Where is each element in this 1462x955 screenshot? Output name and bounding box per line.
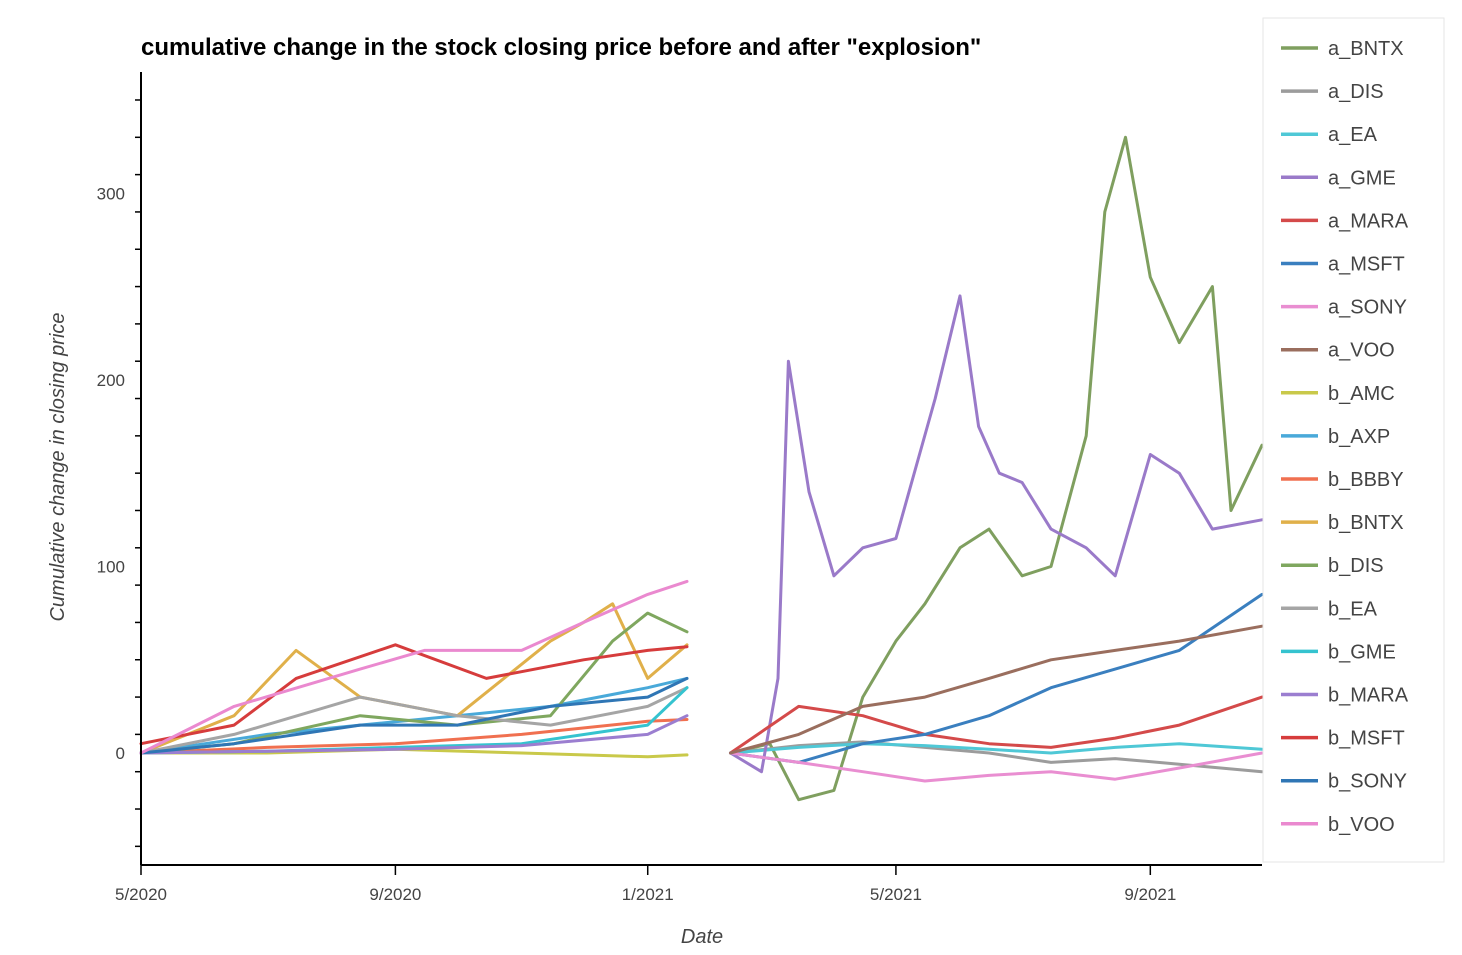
legend-item[interactable]: a_MARA: [1281, 210, 1409, 232]
legend-label: a_GME: [1328, 167, 1396, 189]
series-line-b-msft: [139, 643, 689, 746]
legend-label: b_VOO: [1328, 814, 1395, 836]
y-tick-label: 100: [97, 557, 125, 576]
y-tick-label: 0: [116, 744, 125, 763]
legend-label: b_BBBY: [1328, 469, 1404, 491]
legend-item[interactable]: b_AXP: [1281, 426, 1390, 448]
series-line-b-mara: [139, 714, 689, 755]
legend-item[interactable]: a_SONY: [1281, 297, 1407, 319]
legend-label: b_GME: [1328, 641, 1396, 663]
legend-item[interactable]: a_GME: [1281, 167, 1396, 189]
legend-item[interactable]: b_GME: [1281, 641, 1396, 663]
legend-label: b_SONY: [1328, 771, 1407, 793]
legend-label: b_AXP: [1328, 426, 1390, 448]
series-line-a-mara: [729, 695, 1264, 755]
legend-label: a_VOO: [1328, 340, 1395, 362]
legend-label: b_AMC: [1328, 383, 1395, 405]
legend-label: b_MARA: [1328, 685, 1409, 707]
series-line-a-bntx: [729, 135, 1264, 802]
legend-label: a_BNTX: [1328, 38, 1404, 60]
x-tick-label: 5/2021: [870, 885, 922, 904]
x-axis-label: Date: [681, 926, 723, 948]
x-tick-label: 9/2021: [1124, 885, 1176, 904]
legend-item[interactable]: a_VOO: [1281, 340, 1395, 362]
series-line-b-bntx: [139, 602, 689, 755]
legend-label: a_SONY: [1328, 297, 1407, 319]
legend-item[interactable]: a_DIS: [1281, 81, 1384, 103]
series-line-a-ea: [729, 742, 1264, 755]
legend-label: b_BNTX: [1328, 512, 1404, 534]
y-tick-label: 300: [97, 184, 125, 203]
legend-box: [1262, 17, 1445, 863]
legend-item[interactable]: b_SONY: [1281, 771, 1407, 793]
y-axis: 0 100 200 300: [97, 72, 142, 865]
series-line-b-sony: [139, 676, 689, 755]
series-line-b-voo: [139, 579, 689, 755]
series-line-a-msft: [729, 592, 1264, 764]
series-line-a-gme: [729, 294, 1264, 774]
legend-label: b_MSFT: [1328, 728, 1405, 750]
series-line-b-bbby: [139, 718, 689, 755]
legend-item[interactable]: b_BBBY: [1281, 469, 1404, 491]
legend-label: a_MSFT: [1328, 254, 1405, 276]
legend-item[interactable]: b_BNTX: [1281, 512, 1404, 534]
legend-item[interactable]: b_EA: [1281, 598, 1378, 620]
legend-label: a_EA: [1328, 124, 1378, 146]
legend-item[interactable]: a_MSFT: [1281, 254, 1405, 276]
legend-item[interactable]: a_EA: [1281, 124, 1378, 146]
chart-title: cumulative change in the stock closing p…: [141, 34, 981, 61]
x-tick-label: 9/2020: [369, 885, 421, 904]
series-line-a-sony: [729, 751, 1264, 783]
legend-item[interactable]: b_MARA: [1281, 685, 1409, 707]
y-axis-label: Cumulative change in closing price: [47, 312, 69, 621]
legend-label: a_MARA: [1328, 210, 1409, 232]
x-tick-label: 1/2021: [622, 885, 674, 904]
legend-item[interactable]: b_AMC: [1281, 383, 1395, 405]
series-line-a-voo: [729, 624, 1264, 755]
legend-label: b_EA: [1328, 598, 1378, 620]
plot-area: [139, 135, 1264, 802]
x-tick-label: 5/2020: [115, 885, 167, 904]
series-line-a-dis: [729, 740, 1264, 774]
legend-item[interactable]: b_DIS: [1281, 555, 1384, 577]
x-axis: 5/2020 9/2020 1/2021 5/2021 9/2021: [115, 864, 1262, 904]
legend-item[interactable]: b_VOO: [1281, 814, 1395, 836]
legend-item[interactable]: a_BNTX: [1281, 38, 1404, 60]
y-tick-label: 200: [97, 371, 125, 390]
legend-item[interactable]: b_MSFT: [1281, 728, 1405, 750]
legend-label: a_DIS: [1328, 81, 1384, 103]
legend-label: b_DIS: [1328, 555, 1384, 577]
series-line-b-ea: [139, 686, 689, 755]
legend: a_BNTX a_DIS a_EA a_GME a_MARA a_MSFT a_SONY a_…: [1262, 17, 1445, 863]
